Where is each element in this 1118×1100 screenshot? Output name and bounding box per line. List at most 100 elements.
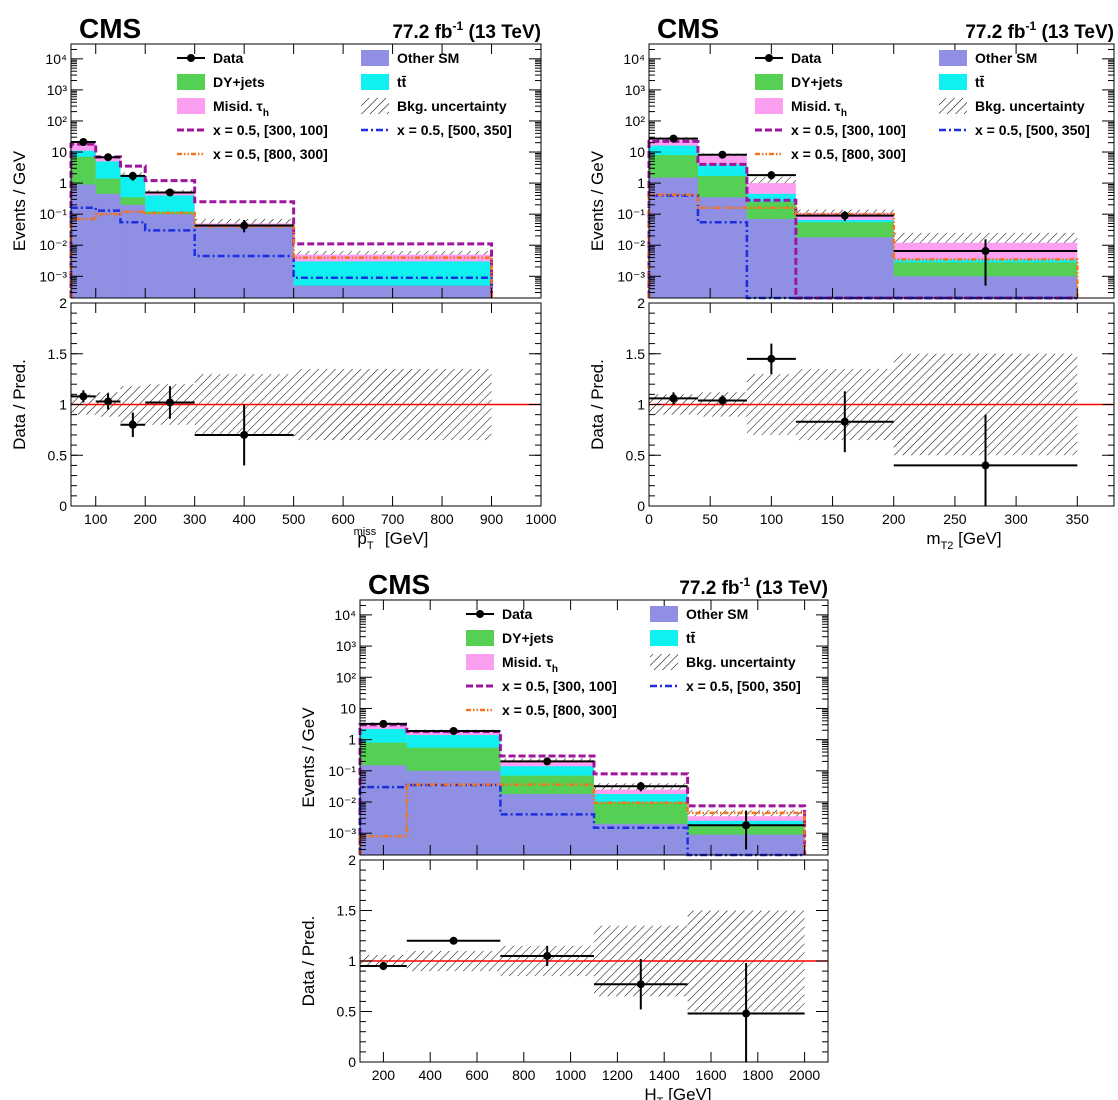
y-tick-label: 10⁴ [623, 51, 645, 67]
y-tick-label: 10⁻² [328, 794, 356, 810]
legend-label-misid-sub: h [263, 108, 269, 119]
ratio-point [543, 951, 552, 960]
legend-label-data: Data [213, 50, 244, 66]
bar-other_sm [649, 177, 698, 298]
data-point [669, 134, 678, 143]
x-tick-label: 200 [882, 511, 906, 527]
lumi-exponent: -1 [453, 19, 464, 33]
legend-label-misid: Misid. τh [502, 654, 558, 675]
y-tick-label: 10² [625, 113, 646, 129]
legend-label-misid-sub: h [841, 108, 847, 119]
ratio-point [669, 394, 678, 403]
y-tick-label: 10⁻¹ [617, 206, 645, 222]
x-axis-label-unit: [GeV] [663, 1085, 711, 1100]
ratio-point [636, 980, 645, 989]
legend-label-misid-sub: h [552, 664, 558, 675]
lumi-label: 77.2 fb-1 (13 TeV) [679, 575, 828, 599]
ratio-point [840, 417, 849, 426]
x-tick-label: 1000 [555, 1067, 586, 1083]
signal-line-sig1 [69, 142, 494, 298]
bkg-uncertainty-band [746, 176, 796, 184]
x-axis-label-main: m [926, 529, 940, 548]
y-axis-label: Events / GeV [10, 150, 29, 251]
legend-label-misid-main: Misid. τ [502, 654, 553, 670]
x-axis-label-main: p [357, 529, 366, 548]
bar-other_sm [500, 794, 594, 855]
data-point [165, 188, 174, 197]
ratio-y-tick-label: 0.5 [48, 447, 68, 463]
ratio-point [240, 430, 249, 439]
legend-label-data: Data [502, 606, 533, 622]
bar-other_sm [360, 765, 407, 855]
data-point [128, 171, 137, 180]
x-tick-label: 1400 [649, 1067, 680, 1083]
cms-label: CMS [368, 569, 430, 600]
ratio-point [128, 420, 137, 429]
y-tick-label: 10⁻³ [39, 268, 67, 284]
x-tick-label: 0 [645, 511, 653, 527]
legend-data-marker [187, 54, 195, 62]
legend-label-dy-jets: DY+jets [791, 74, 843, 90]
lumi-label: 77.2 fb-1 (13 TeV) [392, 19, 541, 43]
signal-line-sig3 [358, 783, 806, 855]
ratio-y-tick-label: 1.5 [48, 346, 68, 362]
legend-swatch-bkg-unc [939, 98, 967, 114]
y-tick-label: 10² [336, 669, 357, 685]
ratio-point [165, 398, 174, 407]
y-tick-label: 10⁴ [334, 607, 356, 623]
legend-swatch-ttbar [939, 74, 967, 90]
y-tick-label: 10³ [47, 82, 68, 98]
legend-data-marker [765, 54, 773, 62]
legend-label-sig2: x = 0.5, [500, 350] [975, 122, 1090, 138]
ratio-point [379, 962, 388, 971]
cms-label: CMS [79, 13, 141, 44]
y-tick-label: 10³ [336, 638, 357, 654]
ratio-y-tick-label: 2 [59, 295, 67, 311]
main-frame [359, 599, 829, 856]
lumi-value: 77.2 fb [679, 578, 739, 599]
x-tick-label: 400 [232, 511, 256, 527]
legend-label-ttbar: tt̄ [397, 74, 407, 90]
legend-data-marker [476, 610, 484, 618]
x-tick-label: 250 [943, 511, 967, 527]
x-axis-label-sub: T2 [941, 540, 954, 552]
bar-other_sm [145, 214, 195, 298]
y-tick-label: 10⁻³ [617, 268, 645, 284]
y-tick-label: 10³ [625, 82, 646, 98]
ratio-point [718, 396, 727, 405]
x-tick-label: 500 [282, 511, 306, 527]
ratio-y-tick-label: 1 [637, 397, 645, 413]
x-tick-label: 1600 [695, 1067, 726, 1083]
data-point [742, 821, 751, 830]
x-axis-label-main: H [644, 1085, 656, 1100]
y-tick-label: 10⁻¹ [328, 763, 356, 779]
data-point [636, 782, 645, 791]
x-tick-label: 600 [331, 511, 355, 527]
x-tick-label: 50 [702, 511, 718, 527]
ratio-y-axis-label: Data / Pred. [588, 359, 607, 450]
data-point [767, 171, 776, 180]
data-point [379, 719, 388, 728]
lumi-label: 77.2 fb-1 (13 TeV) [965, 19, 1114, 43]
x-tick-label: 200 [134, 511, 158, 527]
ratio-y-tick-label: 1.5 [337, 903, 357, 919]
ratio-y-tick-label: 0.5 [337, 1004, 357, 1020]
ratio-point [767, 354, 776, 363]
legend-swatch-bkg-unc [650, 654, 678, 670]
x-axis-label-sup: miss [354, 526, 377, 538]
bar-other_sm [795, 237, 894, 298]
lumi-energy: (13 TeV) [463, 22, 541, 43]
y-tick-label: 10 [629, 144, 645, 160]
bar-other_sm [594, 823, 688, 855]
legend: Data Other SM DY+jets tt̄ Misid. τh Bkg. unce… [177, 50, 512, 162]
x-axis-label: mT2 [GeV] [926, 529, 1001, 552]
legend-label-other-sm: Other SM [397, 50, 459, 66]
bar-other_sm [120, 204, 146, 298]
lumi-value: 77.2 fb [392, 22, 452, 43]
lumi-value: 77.2 fb [965, 22, 1025, 43]
x-axis-label-unit: [GeV] [953, 529, 1001, 548]
y-tick-label: 10 [51, 144, 67, 160]
legend-label-bkg-unc: Bkg. uncertainty [686, 654, 796, 670]
x-tick-label: 2000 [789, 1067, 820, 1083]
legend-label-sig2: x = 0.5, [500, 350] [397, 122, 512, 138]
